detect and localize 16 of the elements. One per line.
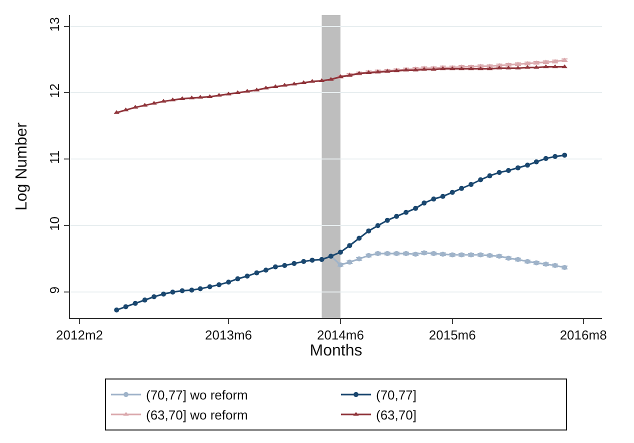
- y-tick-label: 11: [46, 150, 62, 164]
- x-tick-label: 2013m6: [205, 328, 252, 343]
- x-tick-label: 2015m6: [428, 328, 476, 343]
- y-tick-label: 9: [46, 286, 62, 294]
- x-axis-title: Months: [310, 342, 362, 360]
- x-tick-label: 2014m6: [316, 328, 364, 343]
- x-tick-label: 2016m8: [560, 328, 607, 343]
- y-axis-title: Log Number: [14, 122, 31, 211]
- legend-label: (63,70]: [376, 408, 416, 423]
- y-tick-label: 13: [46, 17, 62, 32]
- y-tick-label: 12: [46, 84, 62, 98]
- legend-label: (70,77]: [376, 388, 416, 403]
- legend-label: (63,70] wo reform: [146, 408, 248, 423]
- y-tick-label: 10: [46, 216, 62, 231]
- legend-label: (70,77] wo reform: [146, 388, 248, 403]
- x-tick-label: 2012m2: [56, 328, 103, 343]
